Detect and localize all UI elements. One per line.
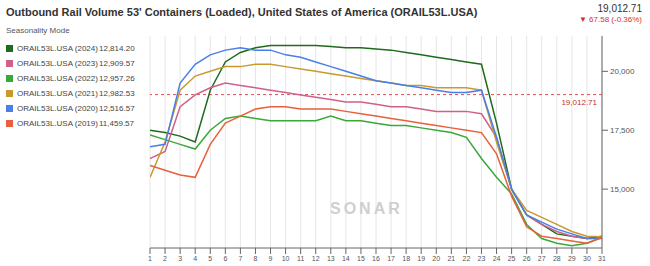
svg-text:5: 5: [208, 255, 212, 262]
svg-text:3: 3: [178, 255, 182, 262]
svg-text:28: 28: [553, 255, 561, 262]
html-text:Seasonality Mode: Seasonality Mode: [6, 26, 70, 35]
svg-text:12: 12: [312, 255, 320, 262]
svg-text:23: 23: [478, 255, 486, 262]
svg-text:11: 11: [297, 255, 304, 262]
svg-text:9: 9: [269, 255, 273, 262]
html-text:SONAR: SONAR: [330, 200, 403, 217]
svg-text:10: 10: [282, 255, 290, 262]
svg-text:6: 6: [223, 255, 227, 262]
svg-text:26: 26: [523, 255, 531, 262]
html-text:ORAIL53L.USA (2021) 12,982.53: ORAIL53L.USA (2021) 12,982.53: [17, 89, 135, 98]
svg-text:29: 29: [568, 255, 576, 262]
svg-text:21: 21: [447, 255, 455, 262]
svg-text:16: 16: [372, 255, 380, 262]
html-text:ORAIL53L.USA (2023) 12,909.57: ORAIL53L.USA (2023) 12,909.57: [17, 59, 135, 68]
svg-text:30: 30: [583, 255, 591, 262]
svg-text:8: 8: [254, 255, 258, 262]
svg-text:25: 25: [508, 255, 516, 262]
html-text:ORAIL53L.USA (2022) 12,957.26: ORAIL53L.USA (2022) 12,957.26: [17, 74, 135, 83]
html-text:▼ 67.58 (-0.36%): ▼ 67.58 (-0.36%): [578, 15, 642, 24]
html-text:ORAIL53L.USA (2024) 12,814.20: ORAIL53L.USA (2024) 12,814.20: [17, 44, 135, 53]
svg-text:7: 7: [238, 255, 242, 262]
svg-text:14: 14: [342, 255, 350, 262]
html-text:ORAIL53L.USA (2020) 12,516.57: ORAIL53L.USA (2020) 12,516.57: [17, 104, 135, 113]
svg-text:1: 1: [148, 255, 152, 262]
svg-text:20: 20: [432, 255, 440, 262]
svg-text:19,012.71: 19,012.71: [561, 98, 597, 107]
svg-text:31: 31: [598, 255, 606, 262]
html-text:Outbound Rail Volume 53' Conta: Outbound Rail Volume 53' Containers (Loa…: [6, 6, 478, 18]
html-text:ORAIL53L.USA (2019) 11,459.57: ORAIL53L.USA (2019) 11,459.57: [17, 119, 134, 128]
svg-text:27: 27: [538, 255, 546, 262]
svg-text:15: 15: [357, 255, 365, 262]
svg-text:15,000: 15,000: [610, 185, 635, 194]
svg-text:22: 22: [463, 255, 471, 262]
svg-text:24: 24: [493, 255, 501, 262]
svg-text:19: 19: [417, 255, 425, 262]
html-text:19,012.71: 19,012.71: [597, 3, 642, 14]
svg-text:17,500: 17,500: [610, 126, 635, 135]
svg-text:17: 17: [387, 255, 395, 262]
svg-text:2: 2: [163, 255, 167, 262]
svg-text:20,000: 20,000: [610, 67, 635, 76]
svg-text:4: 4: [193, 255, 197, 262]
svg-text:18: 18: [402, 255, 410, 262]
svg-text:13: 13: [327, 255, 335, 262]
